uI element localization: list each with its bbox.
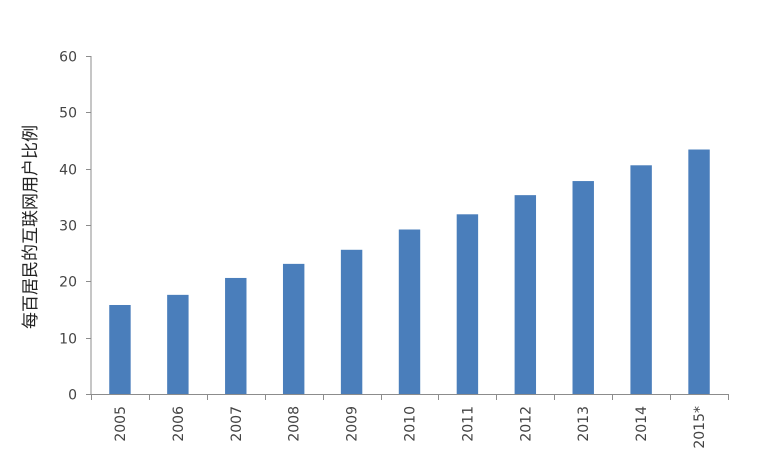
y-tick-label: 60 <box>59 50 77 66</box>
bar-2007 <box>225 277 247 394</box>
y-axis: 0 10 20 30 40 50 60 <box>59 50 92 404</box>
y-tick-label: 20 <box>59 275 77 291</box>
bar-2012 <box>514 195 537 394</box>
x-tick-label: 2013 <box>576 406 592 442</box>
x-tick-label: 2015* <box>692 406 708 449</box>
y-tick-label: 50 <box>59 106 77 122</box>
x-tick-label: 2008 <box>287 406 303 442</box>
y-tick-label: 10 <box>59 332 77 348</box>
x-tick-label: 2007 <box>229 406 245 442</box>
bars <box>109 149 710 394</box>
x-tick-label: 2014 <box>634 406 650 442</box>
x-tick-label: 2005 <box>113 406 129 442</box>
y-tick-label: 40 <box>59 163 77 179</box>
x-tick-label: 2006 <box>171 406 187 442</box>
bar-2009 <box>340 249 363 394</box>
bar-2014 <box>630 165 652 394</box>
y-tick-label: 0 <box>68 388 77 404</box>
bar-2011 <box>456 214 479 394</box>
x-axis: 2005 2006 2007 2008 2009 2010 2011 2012 2013 2014… <box>91 394 729 449</box>
bar-2013 <box>572 181 594 394</box>
bar-2008 <box>282 263 305 394</box>
x-tick-label: 2009 <box>345 406 361 442</box>
bar-2005 <box>109 304 131 394</box>
x-tick-label: 2012 <box>518 406 534 442</box>
y-tick-label: 30 <box>59 219 77 235</box>
x-tick-label: 2011 <box>460 406 476 442</box>
x-tick-label: 2010 <box>403 406 419 442</box>
y-axis-title: 每百居民的互联网用户比例 <box>21 125 41 329</box>
bar-2015-star <box>688 149 710 394</box>
bar-2006 <box>167 294 189 394</box>
bar-2010 <box>398 229 421 394</box>
